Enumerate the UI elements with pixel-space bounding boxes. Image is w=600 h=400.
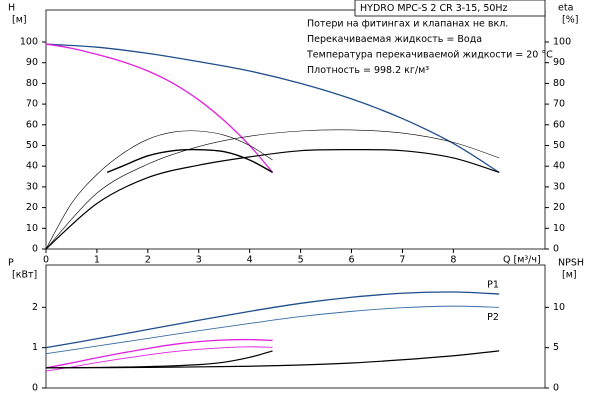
curve xyxy=(106,148,273,174)
curve xyxy=(45,346,273,372)
y2-tick-label: 100 xyxy=(553,37,571,48)
y2-tick-label: 80 xyxy=(553,78,565,89)
curve xyxy=(45,350,500,369)
y-axis-unit: [кВт] xyxy=(12,270,37,281)
y2-tick-label: 70 xyxy=(553,99,565,110)
y-tick-label: 80 xyxy=(26,78,38,89)
y2-tick-label: 60 xyxy=(553,119,565,130)
curve xyxy=(45,43,274,173)
y-tick-label: 10 xyxy=(26,223,38,234)
y-axis-label: P xyxy=(8,258,14,269)
y-tick-label: 60 xyxy=(26,119,38,130)
y2-axis-unit: [м] xyxy=(562,270,577,281)
y2-tick-label: 10 xyxy=(553,302,565,313)
plot-frame xyxy=(45,264,546,389)
y-tick-label: 90 xyxy=(26,57,38,68)
y2-tick-label: 30 xyxy=(553,181,565,192)
y-tick-label: 20 xyxy=(26,202,38,213)
y-axis-unit: [м] xyxy=(12,15,27,26)
y2-tick-label: 5 xyxy=(553,342,559,353)
y-tick-label: 100 xyxy=(20,37,38,48)
y-tick-label: 30 xyxy=(26,181,38,192)
y2-tick-label: 90 xyxy=(553,57,565,68)
y2-tick-label: 10 xyxy=(553,223,565,234)
y-tick-label: 50 xyxy=(26,140,38,151)
y2-tick-label: 20 xyxy=(553,202,565,213)
curve-label: P1 xyxy=(487,280,499,291)
x-tick-label: 4 xyxy=(247,255,253,266)
plot-frame xyxy=(45,9,546,250)
y-tick-label: 2 xyxy=(32,302,38,313)
y2-axis-label: eta xyxy=(558,3,573,14)
curve xyxy=(45,43,500,173)
curve xyxy=(45,338,273,369)
y-tick-label: 0 xyxy=(32,383,38,394)
y2-tick-label: 40 xyxy=(553,161,565,172)
curve xyxy=(45,305,500,355)
note: Плотность = 998.2 кг/м³ xyxy=(307,65,429,76)
curve xyxy=(45,291,500,349)
y-tick-label: 70 xyxy=(26,99,38,110)
y2-tick-label: 50 xyxy=(553,140,565,151)
chart-title: HYDRO MPC-S 2 CR 3-15, 50Hz xyxy=(360,3,508,14)
y-tick-label: 0 xyxy=(32,244,38,255)
curve xyxy=(45,130,273,250)
note: Перекачиваемая жидкость = Вода xyxy=(307,34,482,45)
y2-axis-unit: [%] xyxy=(562,15,578,26)
curve xyxy=(45,129,500,250)
y2-tick-label: 0 xyxy=(553,383,559,394)
note: Потери на фитингах и клапанах не вкл. xyxy=(307,19,508,30)
x-tick-label: 5 xyxy=(298,255,304,266)
x-tick-label: 7 xyxy=(399,255,405,266)
x-tick-label: 8 xyxy=(450,255,456,266)
x-tick-label: 1 xyxy=(94,255,100,266)
curve-label: P2 xyxy=(487,312,499,323)
x-tick-label: 0 xyxy=(43,255,49,266)
title-box xyxy=(354,0,546,17)
x-axis-label: Q [м³/ч] xyxy=(503,255,541,266)
y-axis-label: H xyxy=(8,3,15,14)
x-tick-label: 6 xyxy=(348,255,354,266)
y2-tick-label: 0 xyxy=(553,244,559,255)
x-tick-label: 2 xyxy=(145,255,151,266)
note: Температура перекачиваемой жидкости = 20… xyxy=(306,50,553,61)
curve xyxy=(45,149,500,250)
y-tick-label: 40 xyxy=(26,161,38,172)
y2-axis-label: NPSH xyxy=(558,258,584,269)
y-tick-label: 1 xyxy=(32,342,38,353)
x-tick-label: 3 xyxy=(196,255,202,266)
